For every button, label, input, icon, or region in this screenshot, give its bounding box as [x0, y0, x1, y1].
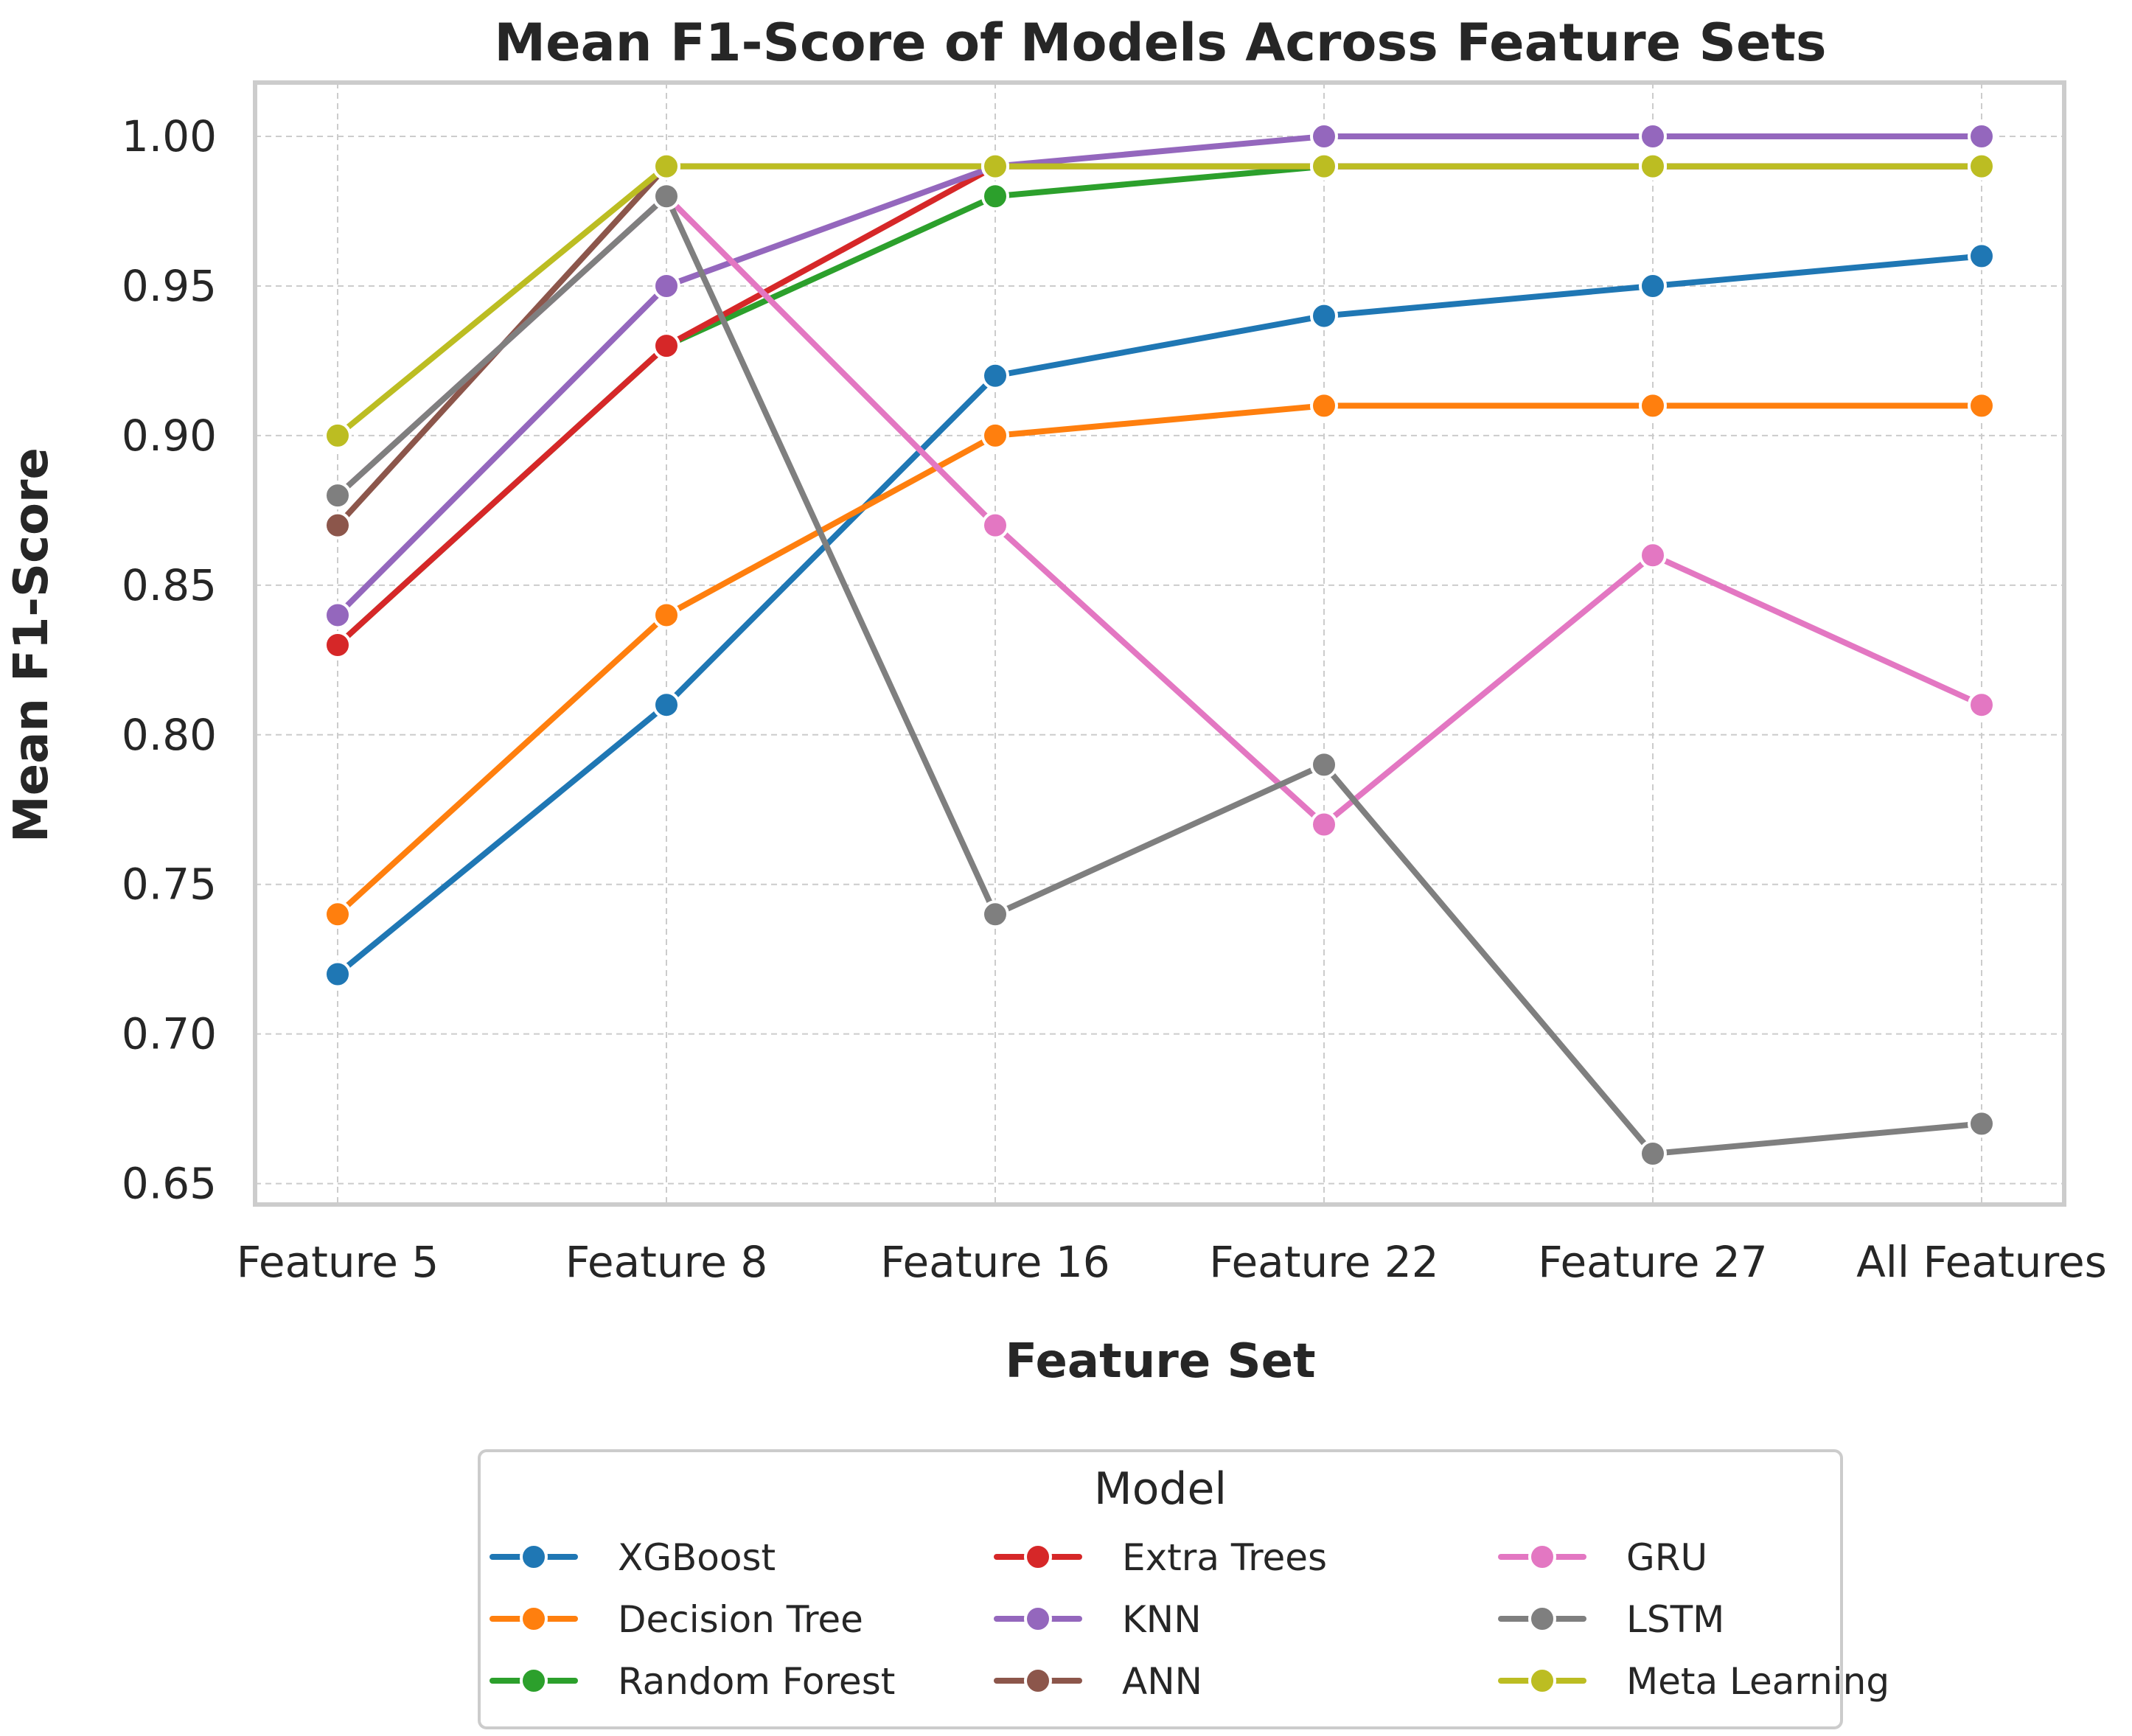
x-tick-label: Feature 5 [237, 1237, 439, 1287]
data-point-decision-tree [1310, 391, 1338, 420]
legend-item-gru: GRU [1498, 1536, 1707, 1579]
legend-item-meta-learning: Meta Learning [1498, 1660, 1889, 1703]
data-point-decision-tree [1639, 391, 1667, 420]
legend-label: Decision Tree [618, 1598, 863, 1641]
y-tick-label: 0.70 [122, 1009, 217, 1059]
data-point-gru [1639, 541, 1667, 570]
series-line-meta-learning [335, 163, 1985, 439]
data-point-knn [652, 271, 680, 300]
y-tick-label: 0.75 [122, 860, 217, 910]
data-point-meta-learning [324, 421, 352, 450]
data-point-gru [1968, 691, 1996, 719]
legend-label: Extra Trees [1122, 1536, 1327, 1579]
data-point-meta-learning [1310, 152, 1338, 181]
legend-swatch-marker [520, 1543, 548, 1571]
data-point-gru [981, 511, 1009, 540]
legend-label: KNN [1122, 1598, 1202, 1641]
legend-swatch-marker [1528, 1667, 1556, 1695]
data-point-knn [1968, 122, 1996, 151]
data-point-decision-tree [1968, 391, 1996, 420]
legend-label: ANN [1122, 1660, 1202, 1703]
data-point-random-forest [981, 182, 1009, 211]
legend-item-random-forest: Random Forest [490, 1660, 895, 1703]
x-tick-label: Feature 27 [1538, 1237, 1767, 1287]
legend-label: GRU [1626, 1536, 1707, 1579]
legend-item-lstm: LSTM [1498, 1598, 1724, 1641]
legend-swatch-marker [1024, 1605, 1052, 1633]
data-point-gru [1310, 810, 1338, 839]
data-point-meta-learning [652, 152, 680, 181]
data-point-xgboost [1968, 242, 1996, 271]
legend-items: XGBoost Decision Tree Random Forest Extra T… [490, 1536, 1889, 1703]
data-point-extra-trees [324, 631, 352, 660]
y-tick-label: 0.90 [122, 411, 217, 461]
data-point-decision-tree [652, 601, 680, 630]
series-line-lstm [335, 193, 1985, 1157]
series-markers [324, 122, 1996, 1168]
legend-item-xgboost: XGBoost [490, 1536, 776, 1579]
data-point-extra-trees [652, 332, 680, 360]
legend-swatch-marker [1528, 1605, 1556, 1633]
legend-item-ann: ANN [994, 1660, 1202, 1703]
data-point-ann [324, 511, 352, 540]
grid-lines [255, 83, 2064, 1205]
chart-title: Mean F1-Score of Models Across Feature S… [494, 13, 1826, 73]
legend-label: XGBoost [618, 1536, 776, 1579]
y-tick-label: 0.95 [122, 261, 217, 311]
data-point-lstm [324, 481, 352, 510]
series-line-knn [335, 133, 1985, 618]
data-point-meta-learning [1639, 152, 1667, 181]
data-point-lstm [1968, 1109, 1996, 1138]
series-line-xgboost [335, 253, 1985, 977]
series-lines [335, 133, 1985, 1157]
legend-swatch-marker [1528, 1543, 1556, 1571]
y-axis-ticks: 0.65 0.70 0.75 0.80 0.85 0.90 0.95 1.00 [122, 111, 217, 1209]
x-tick-label: Feature 8 [565, 1237, 768, 1287]
legend-swatch-marker [1024, 1667, 1052, 1695]
data-point-xgboost [1310, 301, 1338, 330]
legend-item-extra-trees: Extra Trees [994, 1536, 1327, 1579]
data-point-xgboost [981, 361, 1009, 390]
legend-label: Meta Learning [1626, 1660, 1889, 1703]
legend-box [478, 1449, 1843, 1729]
x-axis-ticks: Feature 5 Feature 8 Feature 16 Feature 22 Fe… [237, 1237, 2107, 1287]
y-tick-label: 0.65 [122, 1159, 217, 1209]
y-tick-label: 1.00 [122, 111, 217, 161]
data-point-lstm [981, 900, 1009, 929]
data-point-lstm [1639, 1140, 1667, 1168]
y-tick-label: 0.85 [122, 560, 217, 610]
x-tick-label: Feature 16 [880, 1237, 1109, 1287]
data-point-knn [1310, 122, 1338, 151]
legend-label: LSTM [1626, 1598, 1724, 1641]
data-point-decision-tree [324, 900, 352, 929]
plot-area-frame [253, 80, 2066, 1207]
x-tick-label: Feature 22 [1209, 1237, 1438, 1287]
legend-item-knn: KNN [994, 1598, 1202, 1641]
data-point-lstm [1310, 750, 1338, 779]
data-point-knn [1639, 122, 1667, 151]
x-axis-label: Feature Set [1005, 1334, 1315, 1389]
series-line-decision-tree [335, 402, 1985, 918]
legend-title: Model [1094, 1463, 1227, 1515]
data-point-xgboost [652, 691, 680, 719]
legend-label: Random Forest [618, 1660, 895, 1703]
legend-swatch-marker [520, 1605, 548, 1633]
x-tick-label: All Features [1856, 1237, 2107, 1287]
y-axis-label: Mean F1-Score [4, 447, 59, 843]
data-point-decision-tree [981, 421, 1009, 450]
legend: Model XGBoost Decision Tree Random Forest E… [478, 1449, 1889, 1729]
y-tick-label: 0.80 [122, 710, 217, 760]
data-point-xgboost [1639, 271, 1667, 300]
data-point-meta-learning [1968, 152, 1996, 181]
data-point-meta-learning [981, 152, 1009, 181]
legend-swatch-marker [520, 1667, 548, 1695]
legend-item-decision-tree: Decision Tree [490, 1598, 863, 1641]
data-point-knn [324, 601, 352, 630]
data-point-xgboost [324, 960, 352, 989]
data-point-lstm [652, 182, 680, 211]
legend-swatch-marker [1024, 1543, 1052, 1571]
